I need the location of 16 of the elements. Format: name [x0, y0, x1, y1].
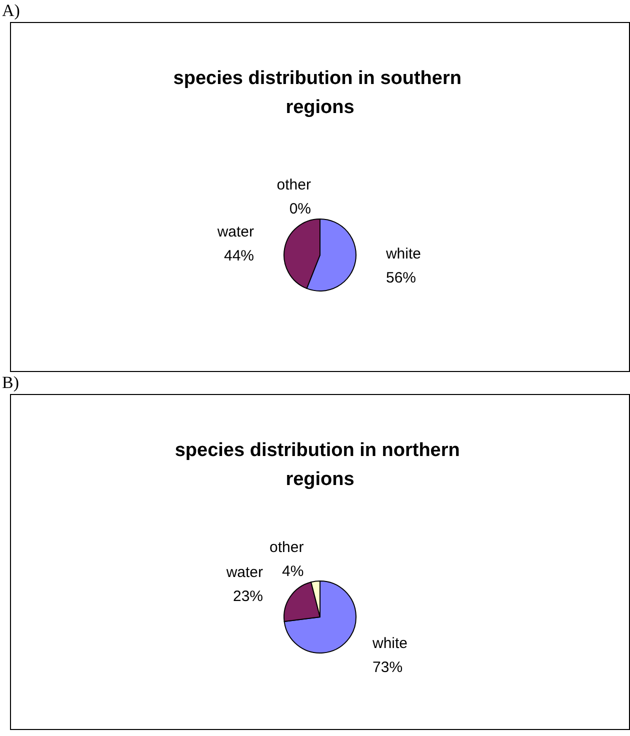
chart-title: species distribution in northern regions [174, 440, 466, 490]
slice-label: white [384, 245, 422, 262]
text: A) [1, 0, 21, 22]
data-label: 4% [282, 562, 304, 580]
text: B) [1, 372, 20, 394]
data-label: 23% [233, 588, 264, 605]
slice-label: water [225, 564, 264, 581]
slice-label: white [372, 634, 408, 652]
data-label: 44% [224, 248, 254, 265]
text: 0% [289, 200, 311, 218]
data-label: 73% [372, 658, 403, 676]
slice-label: water [216, 224, 254, 241]
category-label: other [276, 176, 311, 194]
data-label: 56% [386, 269, 416, 286]
slice-label: other [270, 538, 304, 556]
chart-title: species distribution in southern regions [173, 68, 467, 118]
